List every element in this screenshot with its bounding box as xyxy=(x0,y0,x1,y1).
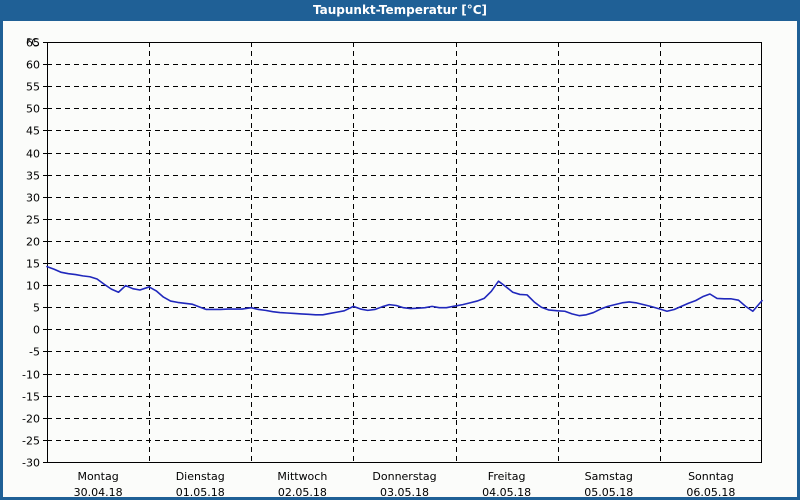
y-axis-tick-label: 45 xyxy=(26,125,40,138)
y-axis-tick-label: -10 xyxy=(22,369,40,382)
y-axis-tick-label: 40 xyxy=(26,148,40,161)
dew-point-line-chart: 65605550454035302520151050-5-10-15-20-25… xyxy=(3,21,797,497)
horizontal-gridlines xyxy=(47,42,762,441)
y-axis-tick-label: 55 xyxy=(26,81,40,94)
x-axis-date-label: 02.05.18 xyxy=(278,486,327,497)
x-axis-date-label: 05.05.18 xyxy=(584,486,633,497)
y-axis-tick-label: 25 xyxy=(26,214,40,227)
y-axis-tick-label: 60 xyxy=(26,59,40,72)
y-axis-tick-label: 35 xyxy=(26,170,40,183)
y-axis-unit-label: °C xyxy=(26,36,40,49)
y-axis-tick-label: 0 xyxy=(33,324,40,337)
y-axis-tick-label: -15 xyxy=(22,391,40,404)
x-axis-day-label: Mittwoch xyxy=(277,470,327,483)
x-axis-date-label: 30.04.18 xyxy=(74,486,123,497)
x-axis-day-label: Donnerstag xyxy=(372,470,436,483)
x-axis-tick-labels: Montag 30.04.18 Dienstag 01.05.18 Mittwoch 02… xyxy=(74,470,736,497)
vertical-gridlines xyxy=(149,42,661,462)
y-axis-tick-label: 30 xyxy=(26,192,40,205)
y-axis-tick-label: -20 xyxy=(22,413,40,426)
x-axis-day-label: Montag xyxy=(77,470,118,483)
window-title: Taupunkt-Temperatur [°C] xyxy=(3,0,797,21)
x-axis-date-label: 06.05.18 xyxy=(686,486,735,497)
y-axis-tick-label: 20 xyxy=(26,236,40,249)
y-axis-tick-label: 5 xyxy=(33,302,40,315)
y-axis-tick-label: 65 xyxy=(26,37,40,50)
y-axis-tick-label: 10 xyxy=(26,280,40,293)
x-axis-date-label: 01.05.18 xyxy=(176,486,225,497)
x-axis-date-label: 04.05.18 xyxy=(482,486,531,497)
x-axis-day-label: Dienstag xyxy=(176,470,225,483)
x-axis-day-label: Samstag xyxy=(585,470,633,483)
x-axis-day-label: Freitag xyxy=(488,470,526,483)
dew-point-series-line xyxy=(46,265,763,317)
y-axis-tick-label: 15 xyxy=(26,258,40,271)
y-axis-tick-label: -25 xyxy=(22,435,40,448)
y-axis-tick-label: -30 xyxy=(22,457,40,470)
y-axis-tick-labels: 65605550454035302520151050-5-10-15-20-25… xyxy=(22,37,40,470)
x-axis-day-label: Sonntag xyxy=(688,470,734,483)
chart-plot-area: 65 60 55 50 45 40 35 30 25 20 15 10 5 0 -5 -10 -15 -20 -25… xyxy=(3,21,797,497)
axis-lines xyxy=(43,41,763,464)
y-axis-tick-label: -5 xyxy=(29,346,40,359)
y-axis-tick-label: 50 xyxy=(26,103,40,116)
axis-frame-top-right xyxy=(47,41,763,462)
chart-background xyxy=(3,21,797,497)
x-axis-date-label: 03.05.18 xyxy=(380,486,429,497)
axis-frame-left-bottom xyxy=(46,42,762,464)
